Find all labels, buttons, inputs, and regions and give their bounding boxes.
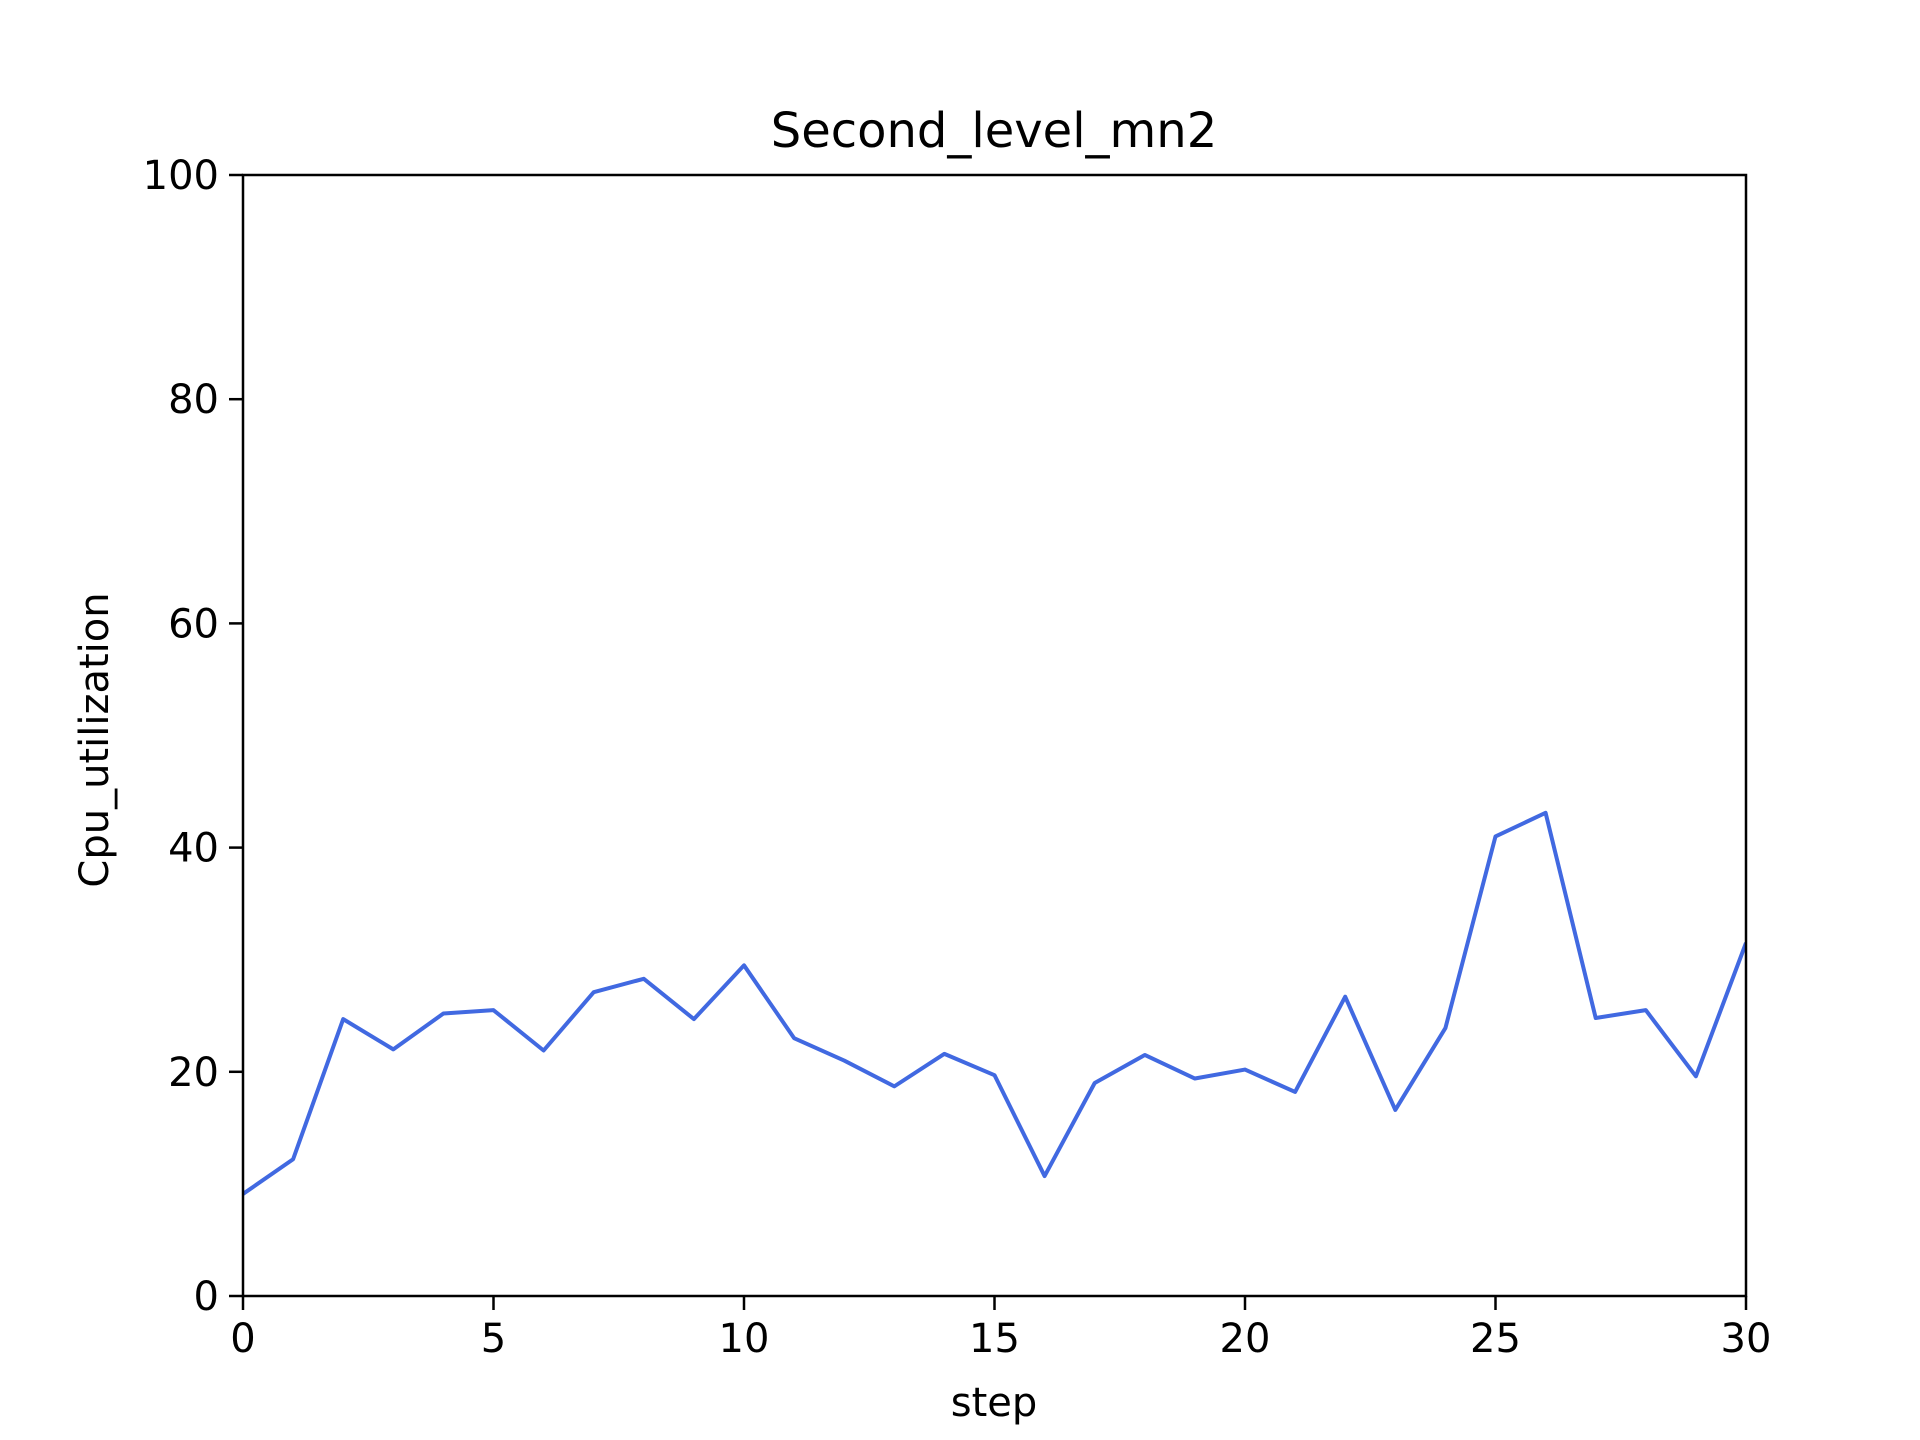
x-tick-label: 0 (230, 1316, 255, 1362)
x-tick-label: 10 (719, 1316, 770, 1362)
x-tick-label: 30 (1721, 1316, 1772, 1362)
y-tick-label: 20 (168, 1050, 219, 1096)
chart-title: Second_level_mn2 (771, 103, 1218, 159)
x-tick-label: 25 (1470, 1316, 1521, 1362)
y-tick-label: 0 (194, 1274, 219, 1320)
y-tick-label: 80 (168, 377, 219, 423)
y-tick-label: 60 (168, 601, 219, 647)
series-line (243, 810, 1746, 1196)
y-tick-label: 40 (168, 826, 219, 872)
y-tick-label: 100 (143, 153, 219, 199)
y-axis-label: Cpu_utilization (72, 592, 118, 887)
x-tick-label: 15 (969, 1316, 1020, 1362)
x-axis-label: step (951, 1380, 1038, 1426)
x-tick-label: 20 (1220, 1316, 1271, 1362)
x-axis: 0 5 10 15 20 25 30 (230, 1296, 1771, 1362)
y-axis: 0 20 40 60 80 100 (143, 153, 243, 1320)
x-tick-label: 5 (481, 1316, 506, 1362)
